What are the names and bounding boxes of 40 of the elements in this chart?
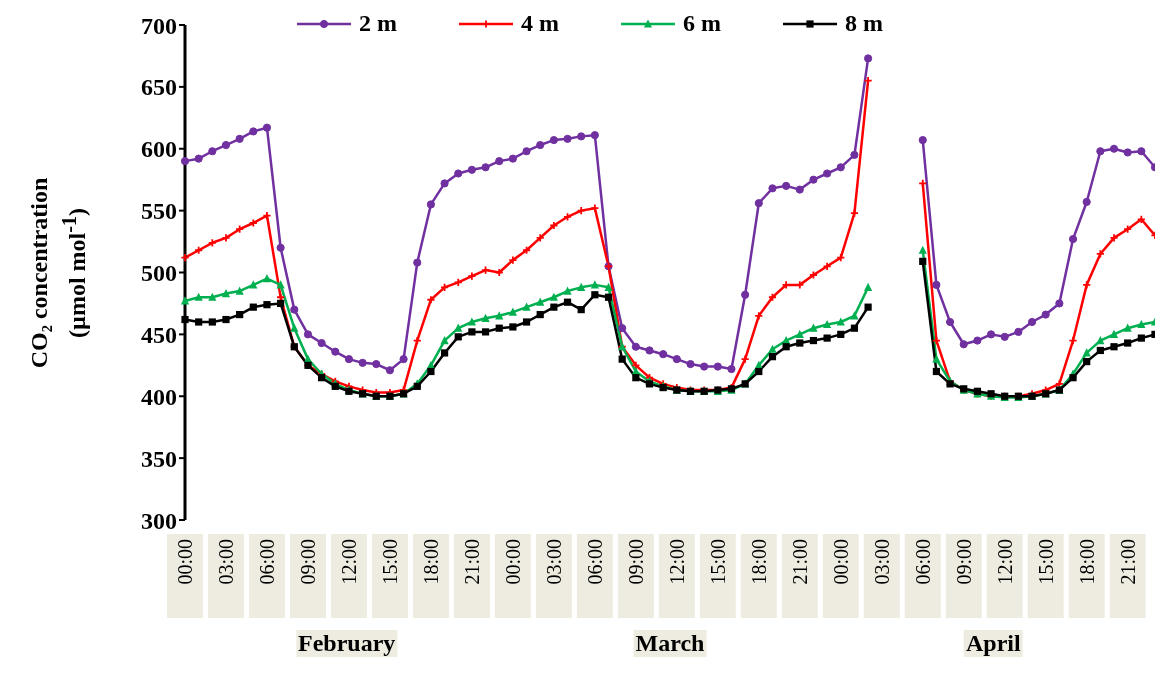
x-tick-label: 21:00 (460, 539, 483, 585)
legend-label: 2 m (359, 10, 397, 37)
y-tick-label: 550 (141, 198, 177, 225)
y-tick-label: 500 (141, 260, 177, 287)
text: March (633, 630, 707, 657)
x-tick-label: 21:00 (1116, 539, 1139, 585)
y-tick-label: 300 (141, 507, 177, 534)
legend-label: 4 m (521, 10, 559, 37)
text: February (296, 630, 398, 657)
x-tick-label: 18:00 (747, 539, 770, 585)
x-tick-label: 00:00 (501, 539, 524, 585)
y-tick-label: 600 (141, 136, 177, 163)
y-tick-label: 350 (141, 445, 177, 472)
y-tick-label: 700 (141, 12, 177, 39)
x-tick-label: 15:00 (378, 539, 401, 585)
y-tick-label: 450 (141, 321, 177, 348)
x-tick-label: 12:00 (993, 539, 1016, 585)
x-tick-label: 09:00 (624, 539, 647, 585)
x-tick-label: 18:00 (1075, 539, 1098, 585)
y-tick-label: 650 (141, 74, 177, 101)
x-tick-label: 12:00 (665, 539, 688, 585)
x-tick-label: 15:00 (1034, 539, 1057, 585)
x-tick-label: 21:00 (788, 539, 811, 585)
text: April (963, 630, 1023, 657)
x-tick-label: 09:00 (952, 539, 975, 585)
x-tick-label: 12:00 (337, 539, 360, 585)
y-tick-label: 400 (141, 383, 177, 410)
x-tick-label: 00:00 (829, 539, 852, 585)
x-tick-label: 06:00 (583, 539, 606, 585)
legend-label: 8 m (845, 10, 883, 37)
legend-label: 6 m (683, 10, 721, 37)
x-tick-label: 06:00 (255, 539, 278, 585)
x-tick-label: 03:00 (870, 539, 893, 585)
x-tick-label: 15:00 (706, 539, 729, 585)
x-tick-label: 18:00 (419, 539, 442, 585)
x-tick-label: 06:00 (911, 539, 934, 585)
x-tick-label: 00:00 (174, 539, 196, 585)
x-tick-label: 09:00 (296, 539, 319, 585)
x-tick-label: 03:00 (542, 539, 565, 585)
x-tick-label: 03:00 (214, 539, 237, 585)
